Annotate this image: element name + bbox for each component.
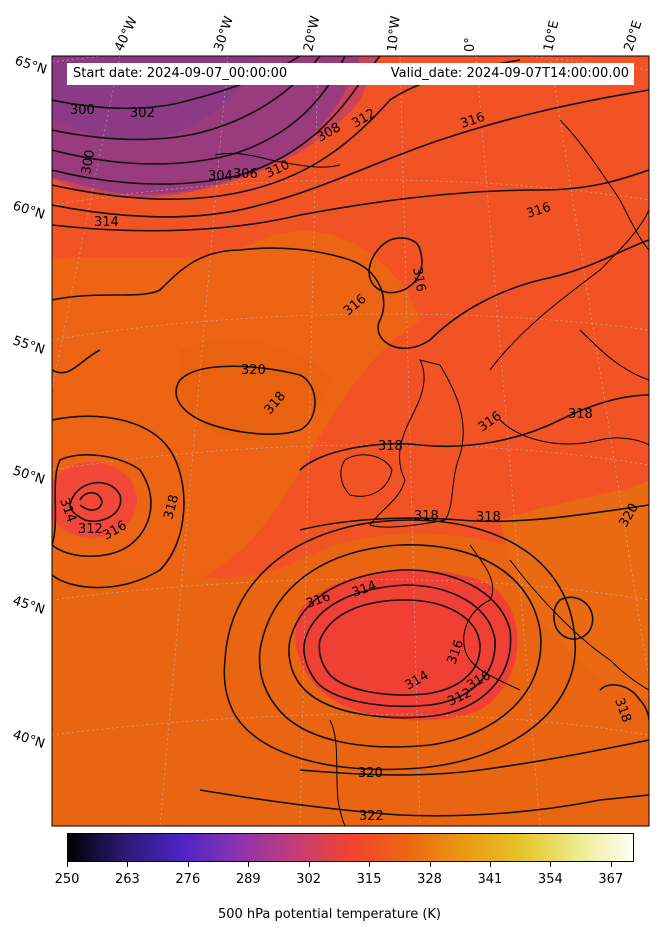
colorbar-tick-label: 276 bbox=[175, 872, 201, 887]
contour-label: 306 bbox=[233, 167, 258, 182]
colorbar-tick-label: 250 bbox=[54, 872, 80, 887]
colorbar-tick-mark bbox=[67, 862, 68, 867]
lon-label: 10°E bbox=[541, 19, 562, 53]
contour-label: 318 bbox=[568, 407, 593, 422]
lat-label: 55°N bbox=[11, 334, 47, 358]
contour-label: 316 bbox=[409, 266, 428, 293]
lon-label: 40°W bbox=[112, 15, 141, 54]
lon-label: 10°W bbox=[385, 15, 404, 52]
map-panel: 300 302 304 306 308 310 312 316 316 314 … bbox=[52, 56, 649, 826]
colorbar-tick-mark bbox=[187, 862, 189, 867]
colorbar-tick-mark bbox=[429, 862, 431, 867]
colorbar-tick-label: 315 bbox=[356, 872, 382, 887]
warm-region-east bbox=[500, 480, 649, 700]
contour-label: 300 bbox=[79, 149, 98, 176]
contour-label: 318 bbox=[378, 439, 403, 454]
colorbar-tick-mark bbox=[248, 862, 250, 867]
contour-label: 320 bbox=[241, 363, 266, 378]
colorbar-tick-mark bbox=[127, 862, 129, 867]
lon-label: 20°E bbox=[622, 19, 646, 53]
lon-label: 30°W bbox=[212, 14, 237, 53]
colorbar bbox=[67, 833, 634, 862]
colorbar-tick-label: 302 bbox=[296, 872, 322, 887]
contour-label: 318 bbox=[161, 493, 182, 521]
contour-label: 316 bbox=[525, 200, 553, 222]
contour-label: 318 bbox=[414, 509, 439, 524]
colorbar-tick-label: 328 bbox=[417, 872, 442, 887]
contour-label: 320 bbox=[358, 766, 383, 781]
colorbar-tick-label: 354 bbox=[537, 872, 563, 887]
contour-label: 322 bbox=[359, 809, 384, 824]
colorbar-label: 500 hPa potential temperature (K) bbox=[217, 907, 441, 922]
colorbar-tick-mark bbox=[489, 862, 491, 867]
contour-label: 300 bbox=[70, 103, 95, 118]
colorbar-tick-mark bbox=[308, 862, 310, 867]
header-box: Start date: 2024-09-07_00:00:00 Valid_da… bbox=[67, 63, 634, 85]
lat-label: 45°N bbox=[11, 594, 47, 618]
contour-label: 304 bbox=[208, 169, 233, 184]
lat-label: 60°N bbox=[11, 199, 47, 223]
graticule bbox=[52, 56, 649, 826]
contour-label: 316 bbox=[459, 110, 487, 132]
lat-label: 50°N bbox=[11, 464, 47, 488]
contour-label: 314 bbox=[94, 215, 119, 230]
lat-label: 65°N bbox=[13, 54, 49, 78]
colorbar-tick-mark bbox=[369, 862, 371, 867]
warm-core-low bbox=[295, 570, 518, 721]
map-frame bbox=[51, 55, 650, 827]
colorbar-tick-label: 289 bbox=[235, 872, 261, 887]
contour-label: 302 bbox=[130, 106, 155, 121]
contour-label: 318 bbox=[476, 510, 501, 525]
valid-date-label: Valid_date: 2024-09-07T14:00:00.00 bbox=[390, 66, 629, 81]
contour-label: 312 bbox=[78, 522, 103, 537]
lat-labels: 65°N 60°N 55°N 50°N 45°N 40°N bbox=[11, 54, 49, 752]
small-low bbox=[52, 462, 137, 538]
lon-label: 0° bbox=[463, 37, 478, 52]
lat-label: 40°N bbox=[11, 728, 47, 752]
colorbar-tick-label: 367 bbox=[598, 872, 624, 887]
colorbar-tick-label: 341 bbox=[477, 872, 503, 887]
warm-pocket bbox=[178, 340, 330, 440]
colorbar-tick-mark bbox=[550, 862, 552, 867]
colorbar-tick-label: 263 bbox=[114, 872, 140, 887]
lon-label: 20°W bbox=[301, 14, 323, 52]
start-date-label: Start date: 2024-09-07_00:00:00 bbox=[73, 66, 288, 81]
colorbar-tick-mark bbox=[610, 862, 612, 867]
lon-labels: 40°W 30°W 20°W 10°W 0° 10°E 20°E bbox=[112, 14, 645, 53]
